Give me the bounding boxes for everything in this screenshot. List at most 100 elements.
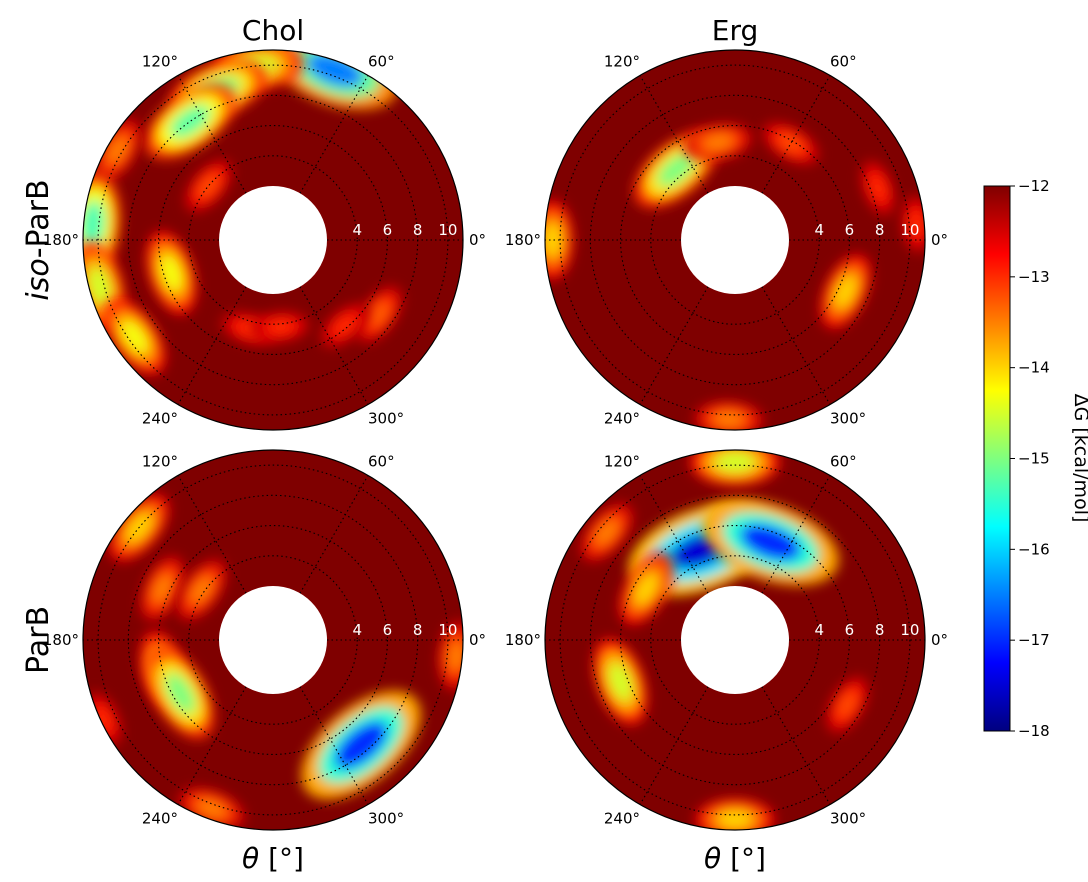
panel-border xyxy=(544,449,926,831)
grid-spoke-240 xyxy=(639,286,709,405)
basin-13 xyxy=(355,285,403,343)
theta-tick-label: 180° xyxy=(43,231,79,249)
r-tick-label: 6 xyxy=(845,221,855,239)
theta-tick-label: 120° xyxy=(604,53,640,71)
r-tick-label: 4 xyxy=(352,221,362,239)
grid-spoke-60 xyxy=(299,75,369,194)
basin-2 xyxy=(702,499,839,586)
basin-5 xyxy=(94,118,142,182)
basin-3 xyxy=(689,450,781,486)
basin-4 xyxy=(860,159,896,217)
grid-spoke-300 xyxy=(299,686,369,805)
basin-6 xyxy=(593,638,648,725)
column-title-chol: Chol xyxy=(242,14,304,47)
grid-spoke-240 xyxy=(177,686,247,805)
grid-ring-4 xyxy=(188,155,358,325)
energy-basins xyxy=(580,450,869,830)
colorbar-tick-label: −18 xyxy=(1018,722,1050,740)
column-title-erg: Erg xyxy=(712,14,758,47)
theta-tick-label: 120° xyxy=(604,453,640,471)
grid-ring-6 xyxy=(158,125,388,355)
grid-spoke-300 xyxy=(761,686,831,805)
x-axis-label-erg: θ [°] xyxy=(704,842,766,875)
basin-8 xyxy=(825,676,869,734)
theta-tick-label: 120° xyxy=(142,53,178,71)
grid-ring-10 xyxy=(97,64,449,416)
colorbar-tick-label: −12 xyxy=(1018,177,1050,195)
basin-10 xyxy=(184,159,233,213)
colorbar: −12 −13 −14 −15 −16 −17 −18 ΔG [kcal/mol] xyxy=(983,177,1088,740)
grid-ring-6 xyxy=(620,525,850,755)
basin-4 xyxy=(580,503,634,562)
theta-tick-label: 0° xyxy=(931,231,948,249)
colorbar-tick-label: −15 xyxy=(1018,450,1050,468)
colorbar-label: ΔG [kcal/mol] xyxy=(1070,394,1088,523)
basin-12 xyxy=(251,311,310,343)
polar-panel-iso-parb-erg: 4 6 8 10 0° 60° 120° 180° 240° 300° xyxy=(505,49,948,431)
grid-spoke-240 xyxy=(639,686,709,805)
grid-spoke-120 xyxy=(177,475,247,594)
colorbar-tick-label: −14 xyxy=(1018,359,1050,377)
r-tick-label: 8 xyxy=(413,221,423,239)
grid-spoke-60 xyxy=(761,475,831,594)
basin-14 xyxy=(319,303,370,348)
basin-5 xyxy=(146,647,215,740)
basin-2 xyxy=(683,123,753,162)
x-axis-label-chol: θ [°] xyxy=(242,842,304,875)
row-title-parb: ParB xyxy=(21,606,56,674)
r-tick-label: 6 xyxy=(383,221,393,239)
theta-tick-label: 60° xyxy=(368,53,395,71)
r-tick-label: 8 xyxy=(875,221,885,239)
r-tick-label: 6 xyxy=(383,621,393,639)
polar-panel-iso-parb-chol: 4 6 8 10 0° 60° 120° 180° 240° 300° xyxy=(43,49,486,431)
grid-ring-6 xyxy=(620,125,850,355)
basin-8 xyxy=(103,299,166,375)
inner-hole xyxy=(681,186,789,294)
r-tick-label: 10 xyxy=(900,621,919,639)
theta-tick-label: 180° xyxy=(505,231,541,249)
grid-ring-10 xyxy=(559,464,911,816)
colorbar-tick-label: −16 xyxy=(1018,540,1050,558)
panel-border xyxy=(82,449,464,831)
panel-border xyxy=(544,49,926,431)
basin-5 xyxy=(820,254,871,329)
grid-ring-4 xyxy=(650,155,820,325)
r-tick-label: 4 xyxy=(352,621,362,639)
basin-2 xyxy=(140,556,185,621)
polar-panel-parb-chol: 4 6 8 10 0° 60° 120° 180° 240° 300° xyxy=(43,449,486,831)
theta-tick-label: 60° xyxy=(830,453,857,471)
theta-tick-label: 120° xyxy=(142,453,178,471)
r-tick-label: 4 xyxy=(814,221,824,239)
r-tick-label: 4 xyxy=(814,621,824,639)
theta-tick-label: 240° xyxy=(142,809,178,827)
r-tick-label: 10 xyxy=(438,621,457,639)
r-tick-label: 10 xyxy=(438,221,457,239)
r-tick-label: 10 xyxy=(900,221,919,239)
theta-tick-label: 60° xyxy=(830,53,857,71)
theta-tick-label: 300° xyxy=(830,809,866,827)
theta-tick-label: 0° xyxy=(931,631,948,649)
grid-spoke-60 xyxy=(761,75,831,194)
theta-tick-label: 300° xyxy=(368,809,404,827)
theta-tick-label: 300° xyxy=(368,409,404,427)
r-tick-label: 8 xyxy=(875,621,885,639)
r-tick-label: 6 xyxy=(845,621,855,639)
row-title-iso-parb: iso-ParB xyxy=(21,179,56,300)
panel-border xyxy=(82,49,464,431)
inner-hole xyxy=(219,586,327,694)
theta-tick-label: 180° xyxy=(505,631,541,649)
theta-tick-label: 240° xyxy=(142,409,178,427)
grid-ring-6 xyxy=(158,525,388,755)
theta-tick-label: 0° xyxy=(469,231,486,249)
grid-spoke-120 xyxy=(177,75,247,194)
theta-tick-label: 300° xyxy=(830,409,866,427)
theta-tick-label: 0° xyxy=(469,631,486,649)
grid-spoke-240 xyxy=(177,286,247,405)
colorbar-gradient xyxy=(983,185,1011,732)
grid-ring-4 xyxy=(188,555,358,725)
polar-panel-parb-erg: 4 6 8 10 0° 60° 120° 180° 240° 300° xyxy=(505,449,948,831)
colorbar-tick-label: −17 xyxy=(1018,631,1050,649)
theta-tick-label: 240° xyxy=(604,809,640,827)
theta-tick-label: 60° xyxy=(368,453,395,471)
